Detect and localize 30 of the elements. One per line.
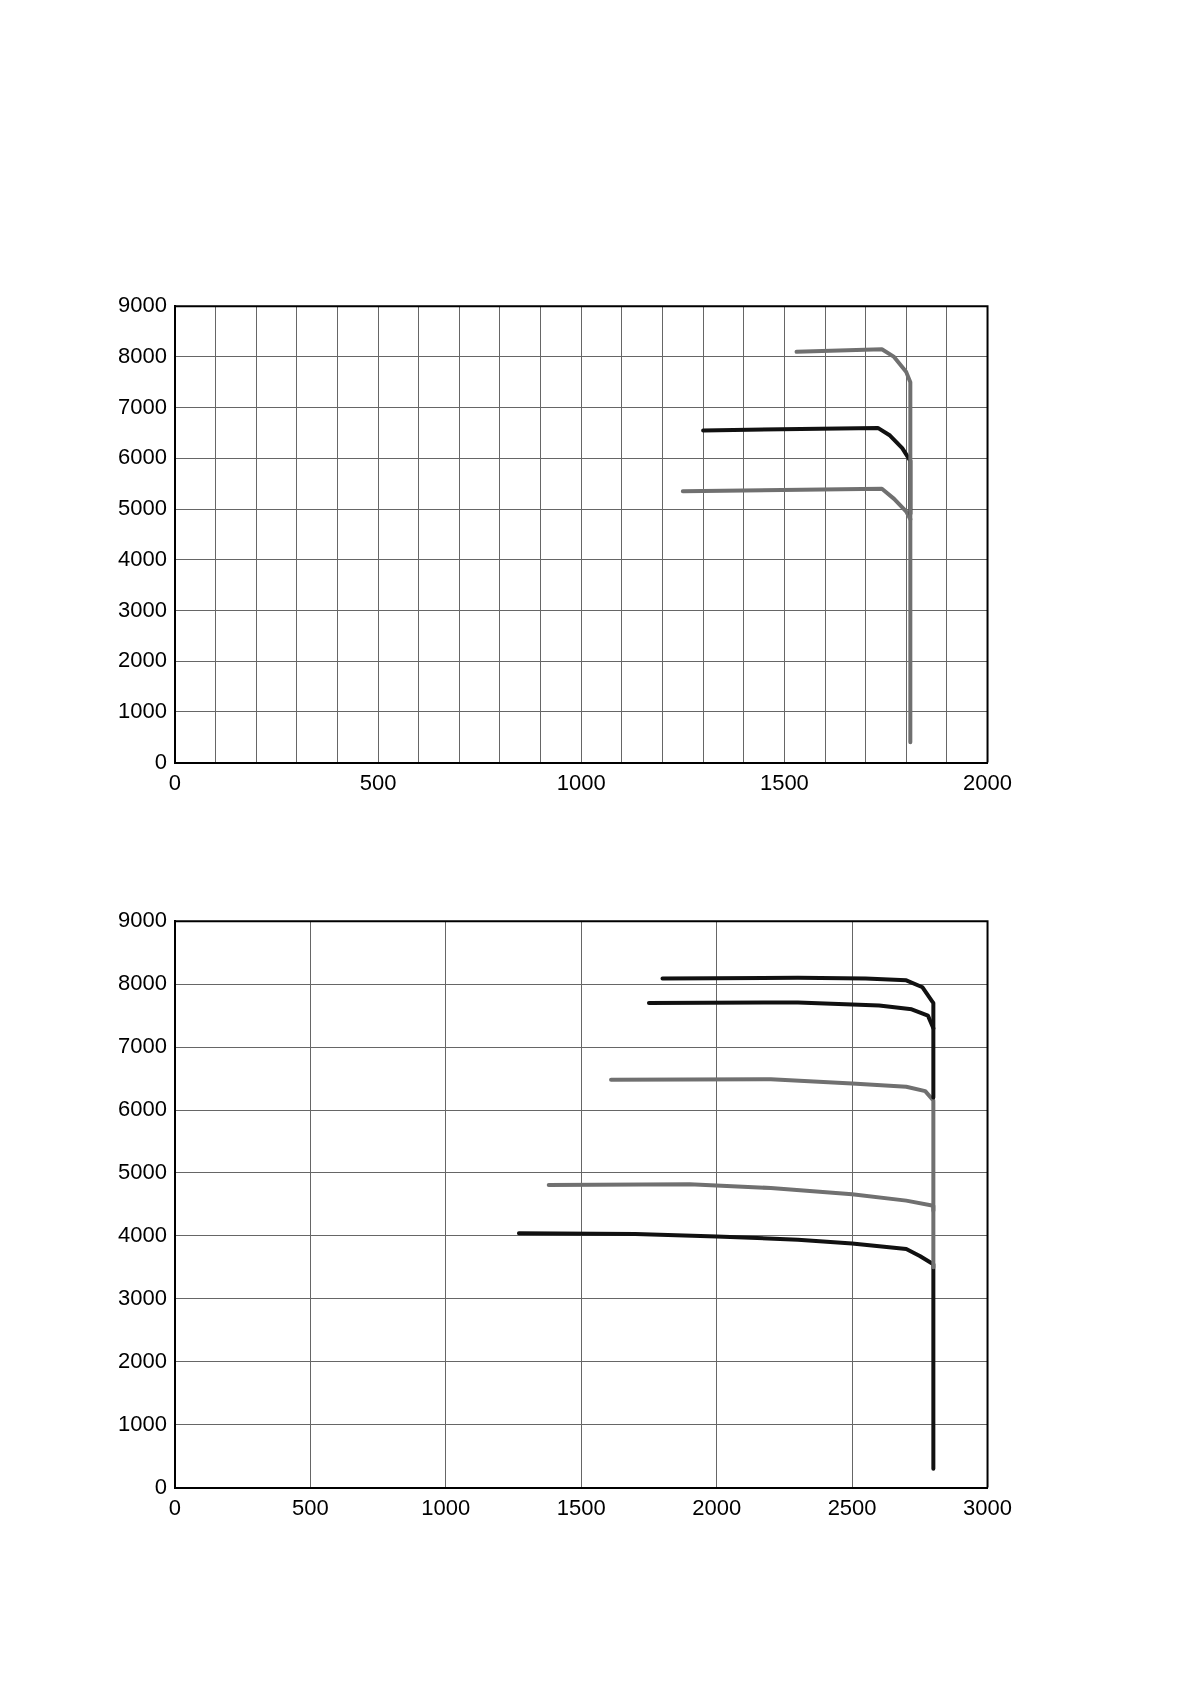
x-tick-label: 500: [292, 1494, 329, 1520]
y-tick-label: 9000: [117, 292, 167, 318]
y-tick-label: 3000: [117, 1284, 167, 1310]
y-tick-label: 3000: [117, 596, 167, 622]
y-tick-label: 8000: [117, 342, 167, 368]
x-tick-label: 2500: [827, 1494, 877, 1520]
y-tick-label: 2000: [117, 647, 167, 673]
y-tick-label: 4000: [117, 545, 167, 571]
y-tick-label: 0: [154, 748, 167, 774]
x-tick-label: 3000: [963, 1494, 1013, 1520]
y-tick-label: 5000: [117, 1159, 167, 1184]
x-tick-label: 1000: [556, 769, 606, 795]
y-tick-label: 4000: [117, 1221, 167, 1247]
x-tick-label: 2000: [963, 769, 1013, 795]
y-tick-label: 7000: [117, 1033, 167, 1059]
y-tick-label: 8000: [117, 970, 167, 996]
x-tick-label: 1500: [759, 769, 809, 795]
x-tick-label: 1000: [421, 1494, 471, 1520]
y-tick-label: 5000: [117, 495, 167, 521]
y-tick-label: 9000: [117, 907, 167, 933]
y-tick-label: 6000: [117, 444, 167, 470]
y-tick-label: 6000: [117, 1096, 167, 1122]
y-tick-label: 2000: [117, 1347, 167, 1373]
y-tick-label: 7000: [117, 393, 167, 419]
x-tick-label: 1500: [556, 1494, 606, 1520]
x-tick-label: 2000: [692, 1494, 742, 1520]
x-tick-label: 500: [359, 769, 397, 795]
y-tick-label: 0: [154, 1473, 167, 1499]
y-tick-label: 1000: [117, 697, 167, 723]
y-tick-label: 1000: [117, 1410, 167, 1436]
